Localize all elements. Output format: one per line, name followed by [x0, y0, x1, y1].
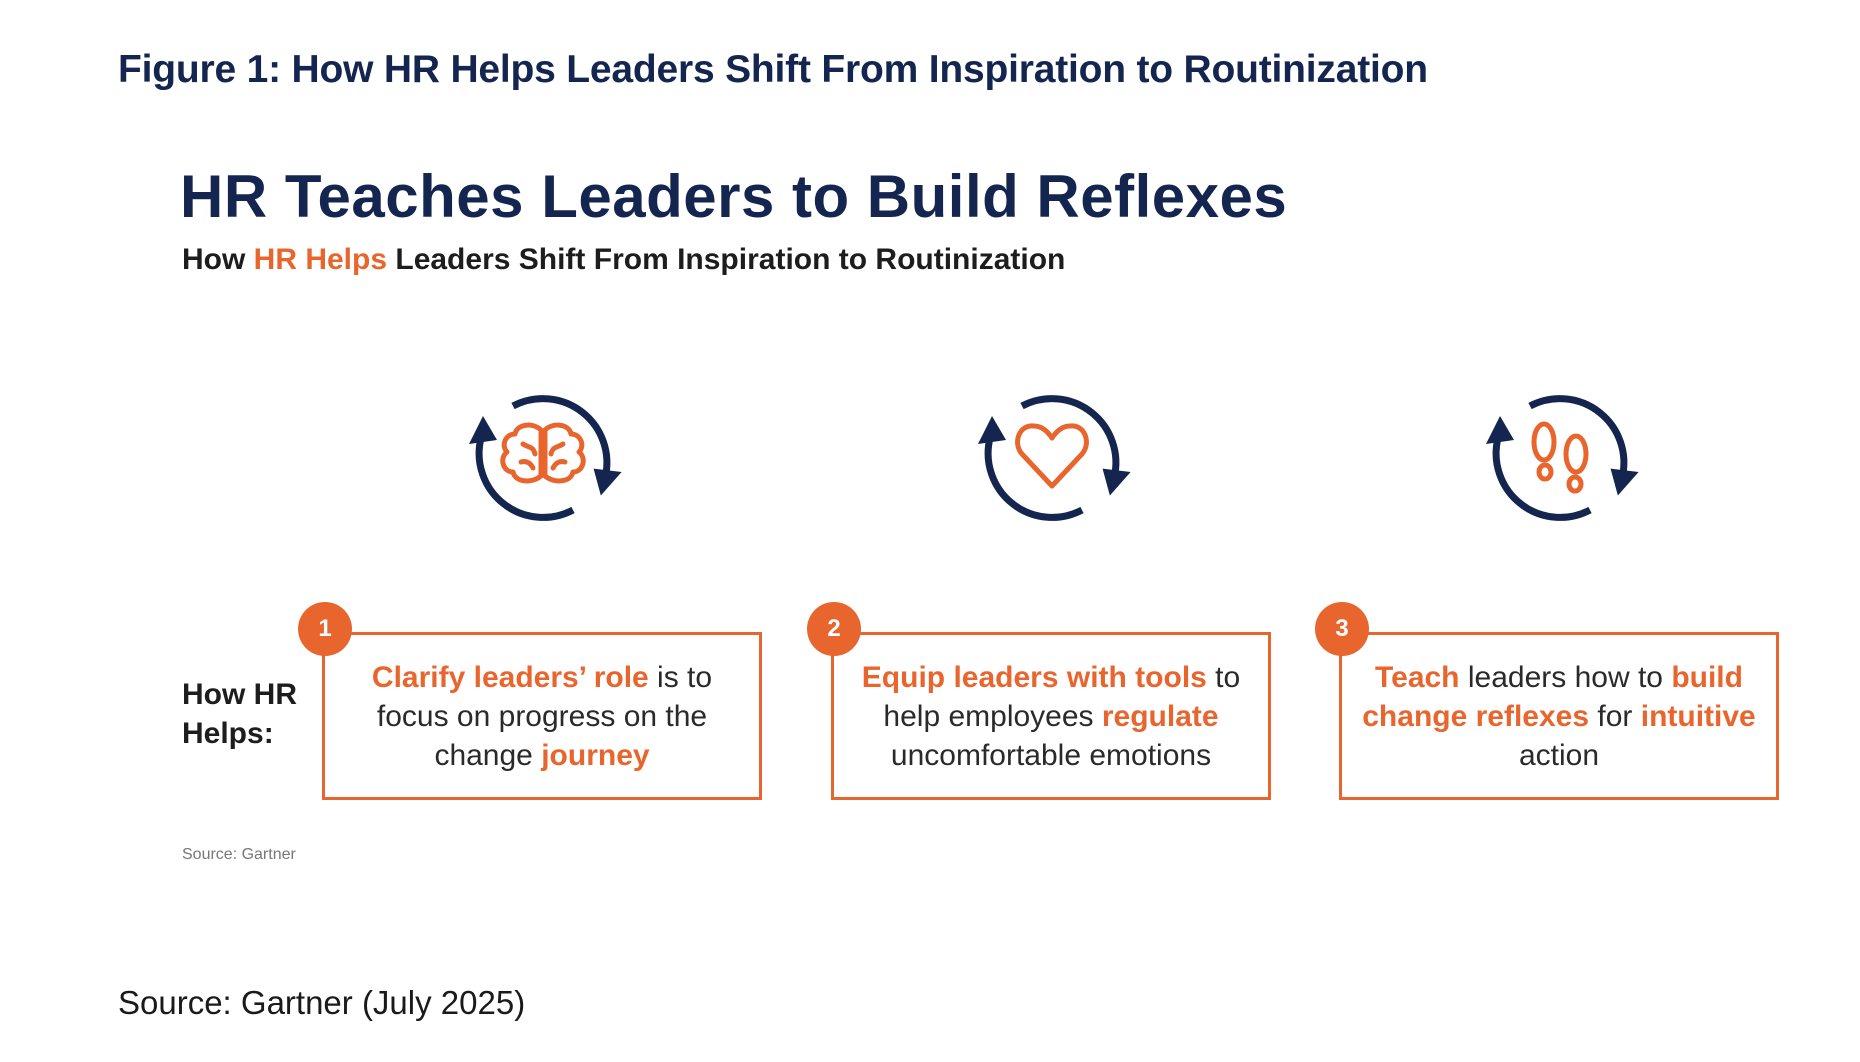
step-card-text: Clarify leaders’ role is to focus on pro… [325, 658, 759, 775]
footprints-icon [1531, 421, 1589, 494]
step-card-3: Teach leaders how to build change reflex… [1339, 632, 1779, 800]
step-card-2: Equip leaders with tools to help employe… [831, 632, 1271, 800]
highlight-text: journey [541, 738, 650, 772]
graphic-title: HR Teaches Leaders to Build Reflexes [180, 163, 1288, 230]
highlight-text: regulate [1101, 699, 1219, 733]
figure-title: Figure 1: How HR Helps Leaders Shift Fro… [118, 48, 1428, 91]
step-number-badge: 3 [1315, 602, 1369, 656]
graphic-subtitle: How HR Helps Leaders Shift From Inspirat… [182, 243, 1065, 277]
body-text: leaders how to [1459, 660, 1672, 694]
step-1-icon-group [453, 368, 633, 548]
step-3-icon-group [1470, 368, 1650, 548]
brain-icon [500, 422, 586, 484]
subtitle-highlight: HR Helps [253, 243, 388, 276]
highlight-text: Clarify leaders’ role [371, 660, 649, 694]
step-number-badge: 2 [807, 602, 861, 656]
highlight-text: Equip leaders with tools [861, 660, 1207, 694]
body-text: for [1589, 699, 1641, 733]
cycle-arrows-icon [1486, 395, 1639, 521]
step-number-badge: 1 [298, 602, 352, 656]
highlight-text: Teach [1375, 660, 1460, 694]
body-text: is to focus on progress on the change [376, 660, 713, 772]
step-card-1: Clarify leaders’ role is to focus on pro… [322, 632, 762, 800]
cycle-arrows-icon [469, 395, 622, 521]
subtitle-part-1: How [182, 243, 254, 276]
step-2-icon-group [962, 368, 1142, 548]
body-text: action [1518, 738, 1600, 772]
step-card-text: Teach leaders how to build change reflex… [1342, 658, 1776, 775]
footer-source: Source: Gartner (July 2025) [118, 984, 526, 1021]
highlight-text: intuitive [1640, 699, 1756, 733]
body-text: to help employees [883, 660, 1241, 733]
row-label: How HR Helps: [182, 678, 297, 750]
heart-icon [1015, 423, 1089, 489]
highlight-text: build change reflexes [1362, 660, 1743, 733]
subtitle-part-3: Leaders Shift From Inspiration to Routin… [387, 243, 1066, 276]
graphic-source: Source: Gartner [182, 846, 296, 863]
cycle-arrows-icon [978, 395, 1131, 521]
step-card-text: Equip leaders with tools to help employe… [834, 658, 1268, 775]
body-text: uncomfortable emotions [890, 738, 1212, 772]
